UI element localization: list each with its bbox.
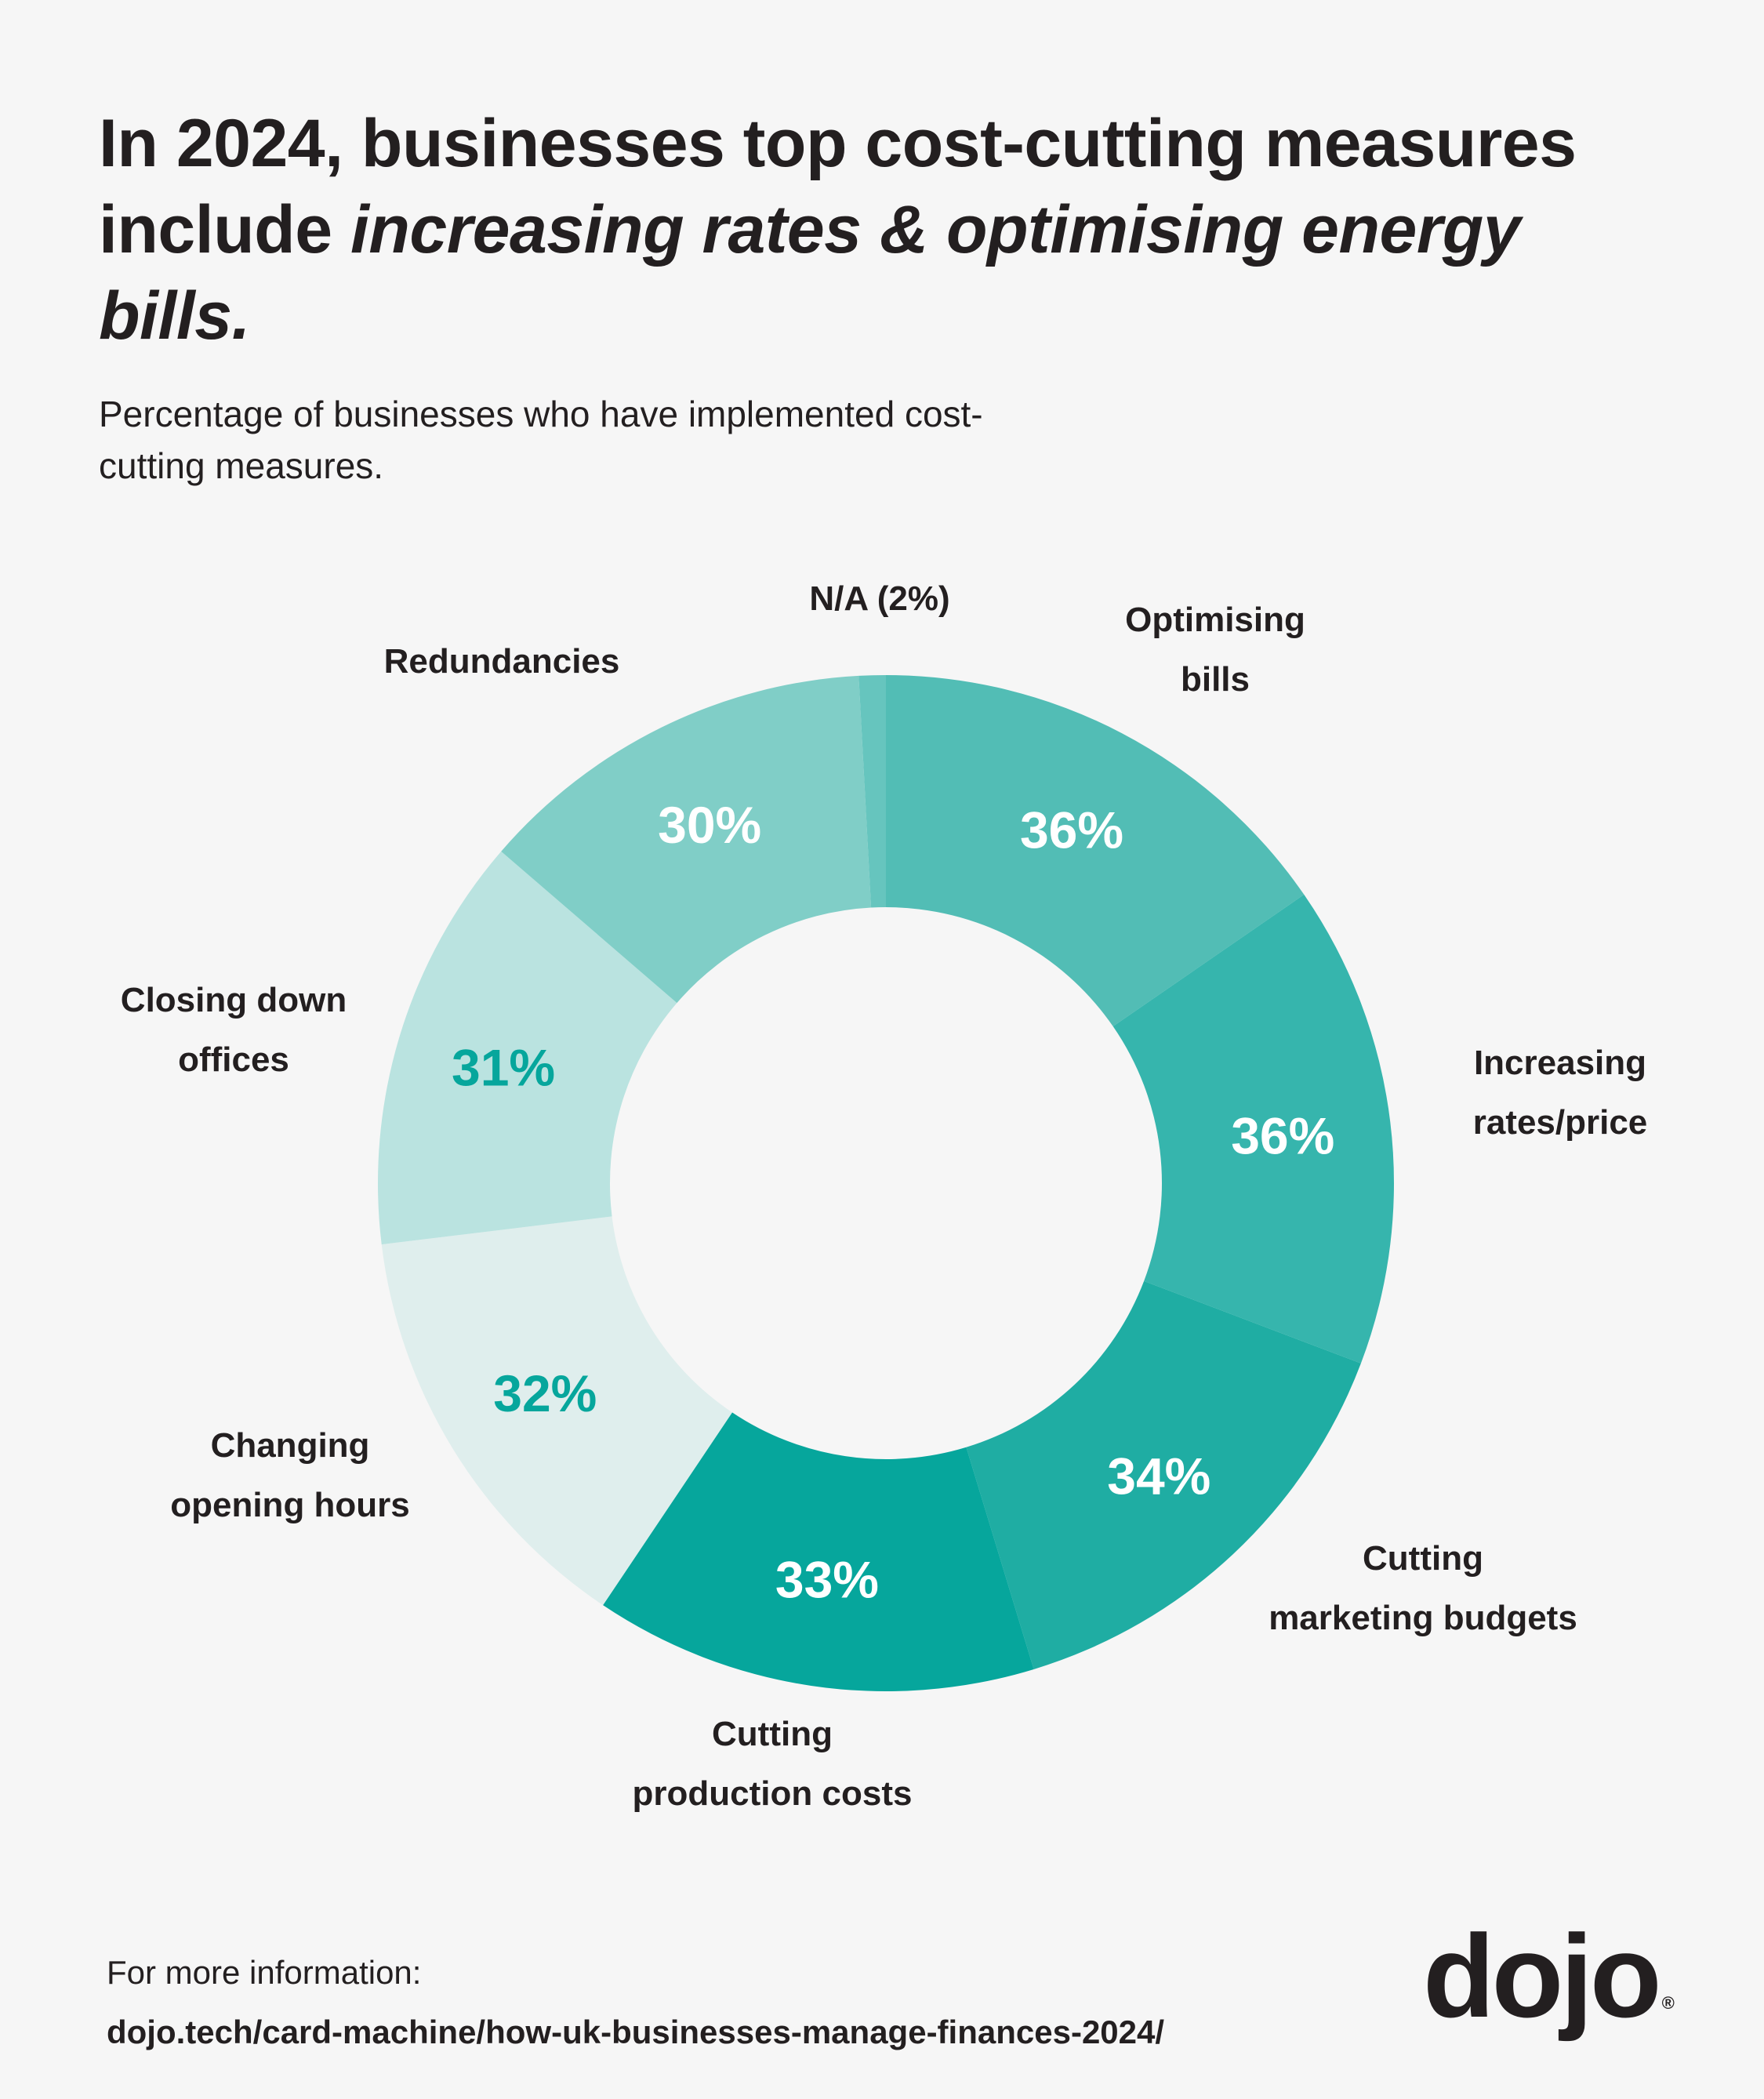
registered-mark-icon: ®	[1661, 1993, 1675, 2013]
value-label: 36%	[1231, 1107, 1334, 1165]
donut-slice	[381, 1216, 732, 1606]
category-label: Cutting marketing budgets	[1269, 1539, 1577, 1637]
category-label: Redundancies	[384, 642, 620, 681]
chart-subtitle: Percentage of businesses who have implem…	[99, 394, 983, 486]
footer-link[interactable]: dojo.tech/card-machine/how-uk-businesses…	[107, 2014, 1165, 2050]
value-label: 36%	[1020, 801, 1123, 859]
value-label: 31%	[452, 1039, 555, 1097]
donut-slice	[858, 675, 886, 908]
value-label: 33%	[775, 1550, 879, 1608]
donut-slice	[1112, 894, 1394, 1364]
donut-slice	[501, 675, 872, 1004]
value-label: 34%	[1107, 1447, 1210, 1505]
category-label: Changing opening hours	[170, 1426, 410, 1524]
category-labels: Optimising bills Increasing rates/price Cutt…	[121, 579, 1647, 1813]
donut-slice	[886, 675, 1305, 1027]
donut-slice	[603, 1412, 1034, 1691]
title-regular: In 2024, businesses top cost-cutting mea…	[99, 106, 1577, 267]
donut-slices	[377, 675, 1394, 1691]
dojo-logo: dojo ®	[1423, 1917, 1675, 2035]
value-label: 32%	[493, 1364, 597, 1422]
donut-slice	[966, 1280, 1361, 1669]
category-label: Closing down offices	[121, 981, 347, 1079]
category-label: N/A (2%)	[809, 579, 949, 618]
donut-slice	[377, 851, 677, 1245]
value-label: 30%	[658, 796, 761, 854]
title-italic: increasing rates & optimising energy bil…	[99, 192, 1521, 354]
page-title: In 2024, businesses top cost-cutting mea…	[99, 100, 1628, 359]
category-label: Cutting production costs	[633, 1715, 913, 1813]
footer: For more information: dojo.tech/card-mac…	[107, 1943, 1164, 2062]
value-labels: 36% 36% 34% 33% 32% 31% 30%	[452, 796, 1334, 1608]
category-label: Increasing rates/price	[1473, 1044, 1648, 1142]
category-label: Optimising bills	[1125, 601, 1305, 699]
footer-info-label: For more information:	[107, 1954, 422, 1991]
logo-text: dojo	[1423, 1910, 1662, 2042]
